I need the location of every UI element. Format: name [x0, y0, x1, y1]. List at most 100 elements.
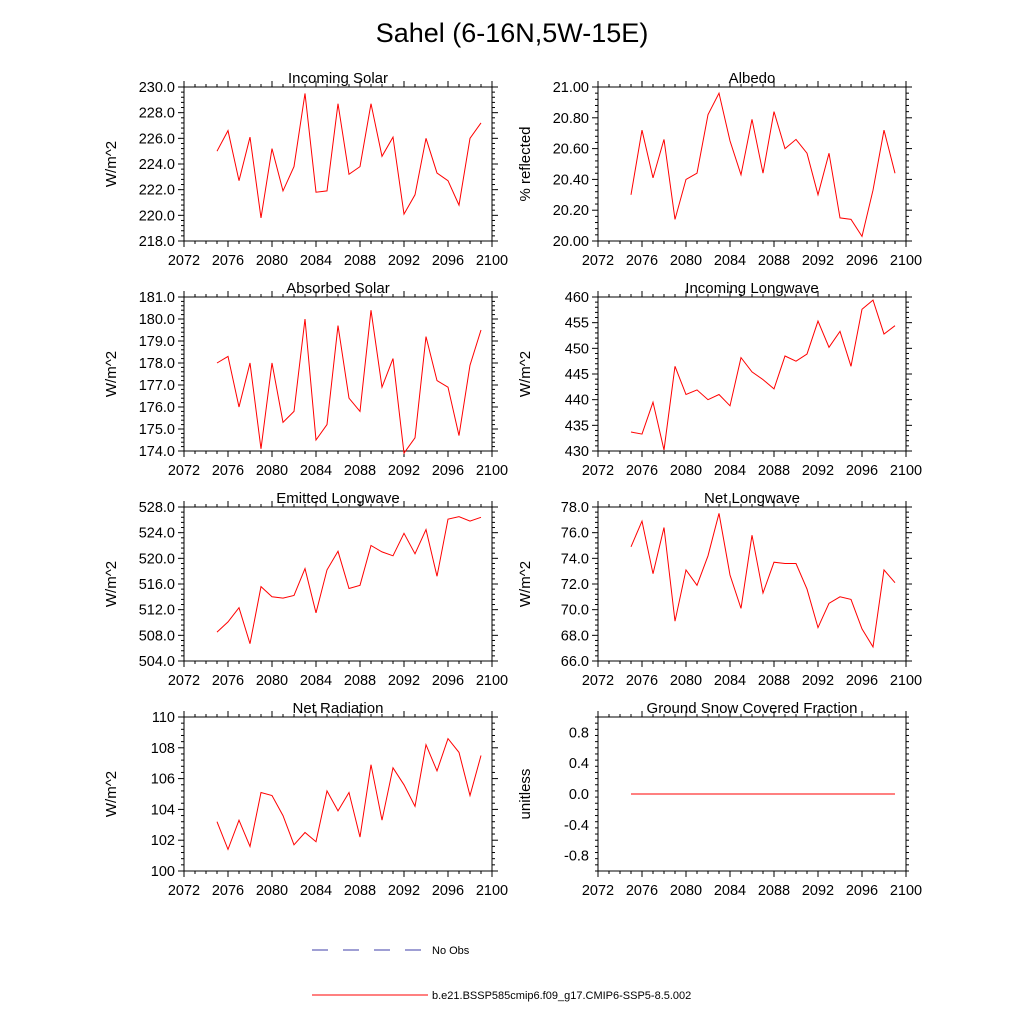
panel-8: Ground Snow Covered Fraction 2072 2076 2080…: [517, 700, 922, 899]
y-tick-label: 180.0: [139, 312, 175, 328]
y-tick-label: 228.0: [139, 106, 175, 122]
y-tick-label: 440: [565, 393, 589, 409]
y-tick-label: 218.0: [139, 234, 175, 250]
x-tick-label: 2084: [300, 883, 332, 899]
y-tick-label: 230.0: [139, 80, 175, 96]
x-tick-label: 2092: [802, 253, 834, 269]
panel-title: Emitted Longwave: [276, 490, 399, 507]
x-tick-label: 2092: [388, 463, 420, 479]
x-tick-label: 2076: [212, 883, 244, 899]
x-tick-label: 2100: [476, 253, 508, 269]
y-tick-label: 220.0: [139, 208, 175, 224]
x-tick-label: 2080: [256, 673, 288, 689]
y-tick-label: 175.0: [139, 422, 175, 438]
x-tick-label: 2076: [212, 253, 244, 269]
y-tick-label: 66.0: [561, 654, 589, 670]
y-axis-label: W/m^2: [103, 771, 120, 817]
y-tick-label: 76.0: [561, 526, 589, 542]
x-tick-label: 2080: [670, 463, 702, 479]
plot-frame: [183, 86, 493, 242]
x-tick-label: 2100: [476, 883, 508, 899]
y-tick-label: 20.60: [553, 142, 589, 158]
y-tick-label: 104: [151, 802, 175, 818]
x-tick-label: 2072: [582, 673, 614, 689]
x-tick-label: 2088: [758, 253, 790, 269]
panel-7: Net Radiation 2072 2076 2080 2084 2088 2092 209…: [103, 700, 508, 899]
x-tick-label: 2100: [476, 673, 508, 689]
panel-5: Emitted Longwave 2072 2076 2080 2084 2088 2092…: [103, 490, 508, 689]
x-tick-label: 2096: [846, 253, 878, 269]
x-tick-label: 2092: [802, 463, 834, 479]
x-tick-label: 2096: [432, 673, 464, 689]
y-tick-label: 0.4: [569, 756, 589, 772]
x-tick-label: 2096: [846, 463, 878, 479]
x-tick-label: 2080: [670, 883, 702, 899]
y-axis-label: W/m^2: [517, 561, 534, 607]
chart-panels: Incoming Solar 2072 2076 2080 2084 2088 2092 20…: [103, 70, 922, 899]
x-tick-label: 2096: [432, 883, 464, 899]
x-tick-label: 2084: [714, 463, 746, 479]
y-tick-label: 450: [565, 341, 589, 357]
y-tick-label: 20.40: [553, 172, 589, 188]
x-tick-label: 2100: [890, 463, 922, 479]
x-tick-label: 2096: [432, 463, 464, 479]
y-tick-label: 174.0: [139, 444, 175, 460]
x-tick-label: 2076: [626, 883, 658, 899]
panel-2: Albedo 2072 2076 2080 2084 2088 2092 2096 2100 20…: [517, 70, 922, 269]
panel-title: Net Radiation: [293, 700, 384, 717]
x-tick-label: 2092: [388, 253, 420, 269]
y-axis-label: W/m^2: [103, 351, 120, 397]
panel-title: Absorbed Solar: [286, 280, 389, 297]
x-tick-label: 2096: [846, 883, 878, 899]
y-tick-label: 435: [565, 418, 589, 434]
y-tick-label: 70.0: [561, 603, 589, 619]
x-tick-label: 2072: [582, 883, 614, 899]
x-tick-label: 2088: [758, 463, 790, 479]
y-tick-label: 0.0: [569, 787, 589, 803]
series-line: [630, 299, 896, 451]
y-tick-label: 179.0: [139, 334, 175, 350]
panel-title: Ground Snow Covered Fraction: [647, 700, 858, 717]
panel-3: Absorbed Solar 2072 2076 2080 2084 2088 2092 20…: [103, 280, 508, 479]
x-tick-label: 2092: [802, 883, 834, 899]
y-tick-label: 72.0: [561, 577, 589, 593]
y-tick-label: 20.20: [553, 203, 589, 219]
x-tick-label: 2096: [432, 253, 464, 269]
x-tick-label: 2084: [300, 253, 332, 269]
y-tick-label: 528.0: [139, 500, 175, 516]
x-tick-label: 2088: [344, 463, 376, 479]
y-tick-label: 100: [151, 864, 175, 880]
x-tick-label: 2080: [256, 253, 288, 269]
panel-6: Net Longwave 2072 2076 2080 2084 2088 2092 2096…: [517, 490, 922, 689]
panel-1: Incoming Solar 2072 2076 2080 2084 2088 2092 20…: [103, 70, 508, 269]
figure-title: Sahel (6-16N,5W-15E): [376, 18, 649, 48]
y-tick-label: -0.8: [564, 849, 589, 865]
plot-frame: [183, 296, 493, 452]
x-tick-label: 2100: [476, 463, 508, 479]
x-tick-label: 2072: [168, 253, 200, 269]
y-tick-label: 20.00: [553, 234, 589, 250]
x-tick-label: 2072: [168, 883, 200, 899]
y-tick-label: 108: [151, 741, 175, 757]
x-tick-label: 2088: [344, 673, 376, 689]
y-tick-label: 21.00: [553, 80, 589, 96]
x-tick-label: 2072: [168, 673, 200, 689]
y-tick-label: 224.0: [139, 157, 175, 173]
y-axis-label: W/m^2: [517, 351, 534, 397]
y-tick-label: 222.0: [139, 183, 175, 199]
y-tick-label: 178.0: [139, 356, 175, 372]
y-axis-label: W/m^2: [103, 561, 120, 607]
y-tick-label: 504.0: [139, 654, 175, 670]
y-tick-label: 508.0: [139, 628, 175, 644]
y-tick-label: 78.0: [561, 500, 589, 516]
series-line: [216, 310, 482, 455]
x-tick-label: 2076: [626, 463, 658, 479]
y-tick-label: 110: [152, 710, 175, 726]
x-tick-label: 2072: [168, 463, 200, 479]
x-tick-label: 2080: [256, 463, 288, 479]
y-tick-label: 520.0: [139, 551, 175, 567]
panel-title: Incoming Longwave: [685, 280, 818, 297]
series-line: [630, 513, 896, 649]
x-tick-label: 2080: [670, 673, 702, 689]
